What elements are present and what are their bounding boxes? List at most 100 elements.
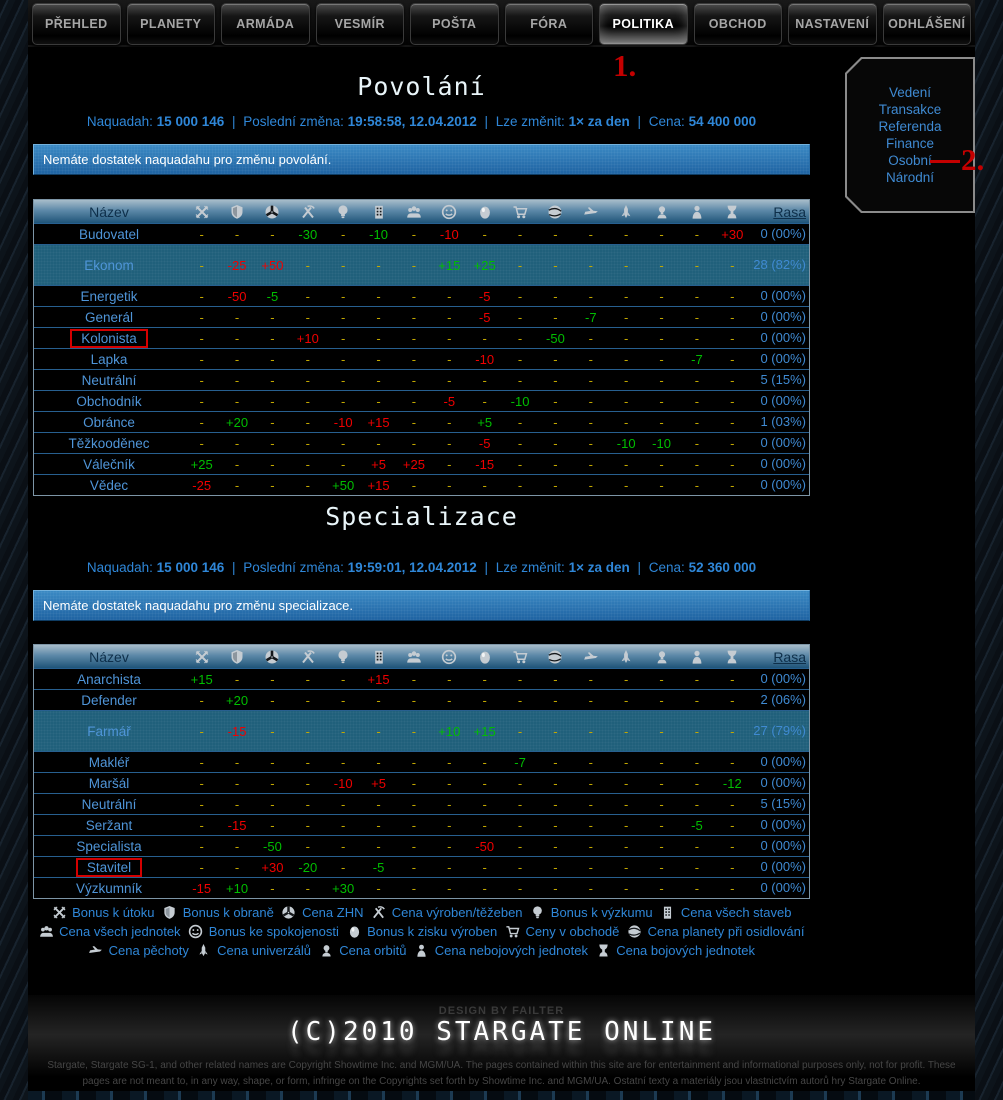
- column-header-rasa[interactable]: Rasa: [773, 648, 806, 665]
- cell-orbit: -: [659, 859, 664, 875]
- rasa-cell: 28 (82%): [753, 256, 806, 272]
- column-header-infantry: [573, 649, 608, 665]
- nav-tab-fóra[interactable]: FÓRA: [504, 3, 593, 45]
- cell-research: -: [341, 817, 346, 833]
- cell-attack: -: [199, 754, 204, 770]
- cell-trade: -: [517, 838, 523, 854]
- row-name-cell[interactable]: Výzkumník: [34, 881, 184, 896]
- rasa-cell: 0 (00%): [760, 753, 806, 769]
- row-name-cell[interactable]: Budovatel: [34, 227, 184, 242]
- nav-tab-vesmír[interactable]: VESMÍR: [315, 3, 404, 45]
- cell-attack: +25: [190, 456, 213, 472]
- cell-buildings: -5: [372, 859, 385, 875]
- cell-zhn: -: [270, 775, 275, 791]
- cell-infantry: -: [588, 372, 593, 388]
- change-limit-label: Lze změnit:: [495, 114, 565, 129]
- cell-buildings: -: [376, 351, 381, 367]
- row-name-cell[interactable]: Defender: [34, 693, 184, 708]
- row-name-cell[interactable]: Vědec: [34, 478, 184, 493]
- cell-trade: -: [517, 372, 523, 388]
- cell-production: -: [305, 880, 310, 896]
- cell-production: -: [305, 393, 310, 409]
- table-row: Válečník +25 - - - - +5 +25 - -15 - - - - - - - 0 (00%): [34, 453, 809, 474]
- cell-combat: -: [730, 692, 735, 708]
- nav-tab-nastavení[interactable]: NASTAVENÍ: [788, 3, 877, 45]
- column-header-name: Název: [89, 648, 129, 665]
- cell-infantry: -: [588, 351, 593, 367]
- rasa-cell: 0 (00%): [760, 434, 806, 450]
- cell-combat: -: [730, 817, 735, 833]
- cell-planet: -: [553, 723, 558, 739]
- rasa-cell: 27 (79%): [753, 722, 806, 738]
- row-name-cell[interactable]: Farmář: [34, 724, 184, 739]
- column-header-rasa[interactable]: Rasa: [773, 203, 806, 220]
- legend-label: Cena pěchoty: [105, 943, 189, 958]
- cell-production: -: [305, 309, 310, 325]
- cell-universal: -: [624, 351, 629, 367]
- row-name-cell[interactable]: Seržant: [34, 818, 184, 833]
- row-name-cell[interactable]: Ekonom: [34, 258, 184, 273]
- row-name-cell[interactable]: Kolonista: [34, 328, 184, 348]
- row-name-cell[interactable]: Generál: [34, 310, 184, 325]
- row-name-cell[interactable]: Anarchista: [34, 672, 184, 687]
- legend-label: Cena nebojových jednotek: [431, 943, 588, 958]
- rasa-cell: 0 (00%): [760, 308, 806, 324]
- column-header-trade: [502, 204, 537, 220]
- cell-orbit: -: [659, 414, 664, 430]
- cell-orbit: -: [659, 775, 664, 791]
- cell-research: +50: [332, 477, 355, 493]
- nav-tab-pošta[interactable]: POŠTA: [410, 3, 499, 45]
- sidebar-item-národní[interactable]: Národní: [885, 170, 935, 185]
- nav-tab-armáda[interactable]: ARMÁDA: [221, 3, 310, 45]
- table-row: Maršál - - - - -10 +5 - - - - - - - - - -12 0 (00%): [34, 772, 809, 793]
- sidebar-item-vedení[interactable]: Vedení: [888, 85, 932, 100]
- nav-tab-odhlášení[interactable]: ODHLÁŠENÍ: [882, 3, 971, 45]
- row-name-cell[interactable]: Obránce: [34, 415, 184, 430]
- research-icon: [533, 906, 542, 919]
- nav-tab-planety[interactable]: PLANETY: [126, 3, 215, 45]
- cell-zhn: -: [270, 723, 275, 739]
- cell-attack: -25: [192, 477, 212, 493]
- cell-trade: -: [517, 817, 523, 833]
- profit-icon: [479, 206, 490, 219]
- nav-tab-obchod[interactable]: OBCHOD: [693, 3, 782, 45]
- sidebar-item-transakce[interactable]: Transakce: [878, 102, 942, 117]
- nav-tab-politika[interactable]: POLITIKA: [599, 3, 688, 45]
- row-name-cell[interactable]: Maršál: [34, 776, 184, 791]
- legend-label: Cena orbitů: [335, 943, 407, 958]
- sidebar-item-finance[interactable]: Finance: [885, 136, 935, 151]
- profession-table: Název Rasa Budovatel - - - -30 - -10 - -10 - - - - - - - +…: [33, 199, 810, 496]
- row-name: Lapka: [90, 351, 128, 367]
- legend-item: Bonus k útoku: [52, 905, 155, 920]
- row-name: Makléř: [88, 754, 130, 770]
- cell-trade: -: [517, 435, 523, 451]
- row-name-cell[interactable]: Specialista: [34, 839, 184, 854]
- cell-orbit: -: [659, 330, 664, 346]
- row-name-cell[interactable]: Lapka: [34, 352, 184, 367]
- row-name-cell[interactable]: Válečník: [34, 457, 184, 472]
- rasa-cell: 0 (00%): [760, 837, 806, 853]
- cell-noncombat: -: [694, 226, 700, 242]
- cell-infantry: -7: [585, 309, 597, 325]
- cell-orbit: -: [659, 456, 664, 472]
- legend-label: Bonus k útoku: [68, 905, 155, 920]
- cell-defense: -: [234, 372, 240, 388]
- row-name-cell[interactable]: Stavitel: [34, 857, 184, 877]
- cell-production: -: [305, 817, 310, 833]
- buildings-icon: [664, 906, 672, 919]
- row-name-cell[interactable]: Těžkooděnec: [34, 436, 184, 451]
- separator: |: [637, 560, 642, 575]
- cell-combat: -: [730, 880, 735, 896]
- row-name-cell[interactable]: Neutrální: [34, 797, 184, 812]
- row-name-cell[interactable]: Obchodník: [34, 394, 184, 409]
- sidebar-item-osobní[interactable]: Osobní: [888, 153, 932, 168]
- row-name-cell[interactable]: Neutrální: [34, 373, 184, 388]
- nav-tab-přehled[interactable]: PŘEHLED: [32, 3, 121, 45]
- cell-research: -: [341, 372, 346, 388]
- sidebar-item-referenda[interactable]: Referenda: [878, 119, 942, 134]
- row-name-cell[interactable]: Makléř: [34, 755, 184, 770]
- legend-label: Cena planety při osidlování: [644, 924, 805, 939]
- rasa-cell: 0 (00%): [760, 774, 806, 790]
- cell-universal: -10: [616, 435, 636, 451]
- row-name-cell[interactable]: Energetik: [34, 289, 184, 304]
